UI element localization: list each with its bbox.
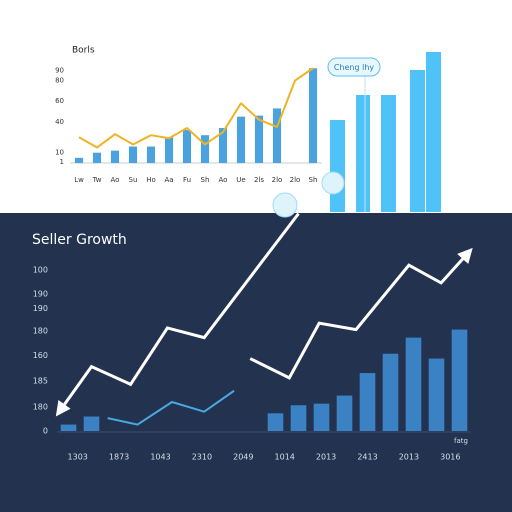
bar bbox=[110, 150, 120, 163]
bar bbox=[128, 146, 138, 163]
x-tick-label: 1303 bbox=[68, 453, 88, 462]
line bbox=[107, 389, 235, 426]
x-tick-label: Ao bbox=[111, 176, 120, 184]
x-tick-label: 1043 bbox=[150, 453, 170, 462]
x-tick-label: Sh bbox=[201, 176, 210, 184]
chart-title: Seller Growth bbox=[32, 232, 127, 248]
callout bbox=[327, 57, 381, 77]
x-tick-label: 2ls bbox=[254, 176, 264, 184]
x-tick-label: 2310 bbox=[192, 453, 212, 462]
x-tick-label: Aa bbox=[164, 176, 173, 184]
bar bbox=[218, 127, 228, 163]
x-tick-label: 1873 bbox=[109, 453, 129, 462]
bar bbox=[146, 146, 156, 163]
y-tick-label: 190 bbox=[33, 304, 48, 313]
bar bbox=[405, 337, 422, 431]
line bbox=[78, 67, 314, 149]
y-tick-label: 60 bbox=[55, 97, 64, 105]
bubble bbox=[272, 192, 298, 218]
x-tick-label: Su bbox=[129, 176, 138, 184]
bar bbox=[74, 157, 84, 163]
x-tick-label: 3016 bbox=[440, 453, 460, 462]
bar bbox=[92, 152, 102, 163]
y-tick-label: 180 bbox=[33, 402, 48, 411]
callout-text: Cheng lhy bbox=[334, 63, 375, 72]
bar bbox=[254, 115, 264, 163]
bar bbox=[336, 395, 353, 431]
y-tick-label: 185 bbox=[33, 377, 48, 386]
bar bbox=[200, 135, 210, 163]
bar bbox=[60, 424, 77, 431]
y-tick-label: 160 bbox=[33, 351, 48, 360]
bubble bbox=[321, 171, 345, 195]
x-tick-label: 1014 bbox=[275, 453, 295, 462]
bar bbox=[428, 358, 445, 431]
decor-bars bbox=[330, 52, 441, 212]
y-tick-label: 0 bbox=[43, 427, 48, 436]
bar bbox=[313, 403, 330, 431]
bar bbox=[359, 373, 376, 431]
line bbox=[249, 247, 473, 380]
x-tick-label: Fu bbox=[183, 176, 191, 184]
bar bbox=[236, 116, 246, 163]
bar bbox=[451, 329, 468, 431]
x-tick-label: Tw bbox=[92, 176, 102, 184]
decor-bar bbox=[426, 52, 441, 212]
x-tick-label: Ue bbox=[236, 176, 245, 184]
y-tick-label: 90 bbox=[55, 66, 64, 74]
x-tick-label: 2413 bbox=[357, 453, 377, 462]
decor-bar bbox=[381, 95, 396, 212]
x-tick-label: 2013 bbox=[316, 453, 336, 462]
x-axis-label: fatg bbox=[454, 437, 468, 445]
decor-bar bbox=[356, 95, 370, 212]
y-tick-label: 40 bbox=[55, 118, 64, 126]
y-tick-label: 180 bbox=[33, 327, 48, 336]
x-tick-label: 2049 bbox=[233, 453, 253, 462]
y-tick-label: 100 bbox=[33, 266, 48, 275]
x-tick-label: Sh bbox=[309, 176, 318, 184]
x-tick-label: Lw bbox=[74, 176, 84, 184]
x-tick-label: 2013 bbox=[399, 453, 419, 462]
line bbox=[55, 212, 300, 417]
y-tick-label: 1 bbox=[60, 158, 64, 166]
y-tick-label: 80 bbox=[55, 77, 64, 85]
y-tick-label: 10 bbox=[55, 149, 64, 157]
x-tick-label: Ho bbox=[146, 176, 156, 184]
x-tick-label: 2lo bbox=[290, 176, 301, 184]
x-tick-label: Ao bbox=[219, 176, 228, 184]
bar bbox=[182, 130, 192, 163]
bar bbox=[290, 405, 307, 431]
bar bbox=[308, 68, 318, 163]
decor-bar bbox=[410, 70, 425, 212]
bar bbox=[272, 108, 282, 163]
bar bbox=[382, 353, 399, 431]
y-tick-label: 190 bbox=[33, 290, 48, 299]
bar bbox=[267, 413, 284, 431]
bar bbox=[164, 137, 174, 163]
decor-bar bbox=[330, 120, 345, 212]
bar bbox=[83, 416, 100, 431]
chart-title: Borls bbox=[72, 46, 95, 56]
x-tick-label: 2lo bbox=[272, 176, 283, 184]
